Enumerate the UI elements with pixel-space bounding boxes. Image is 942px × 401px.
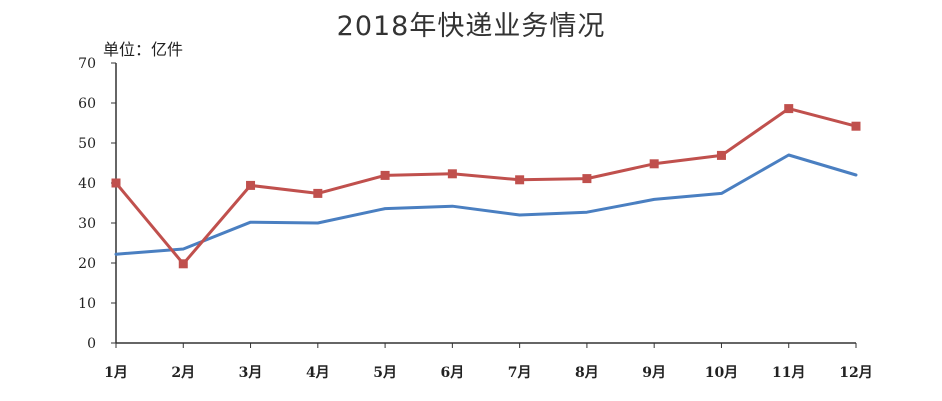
series-2-point — [515, 175, 525, 185]
x-tick-label: 6月 — [440, 365, 464, 381]
series-2-point — [716, 150, 726, 160]
series-2-point — [380, 170, 390, 180]
series-2-point — [447, 169, 457, 179]
x-tick-label: 1月 — [104, 365, 128, 381]
x-tick-label: 8月 — [575, 365, 599, 381]
y-tick-label: 0 — [87, 336, 96, 352]
y-tick-label: 40 — [78, 176, 96, 192]
x-tick-label: 10月 — [705, 365, 738, 381]
x-tick-label: 7月 — [508, 365, 532, 381]
x-tick-label: 9月 — [642, 365, 666, 381]
y-tick-label: 50 — [78, 136, 96, 152]
series-2-point — [582, 174, 592, 184]
y-unit-label: 单位：亿件 — [103, 40, 184, 59]
series-line-2 — [114, 107, 858, 266]
y-tick-label: 20 — [78, 256, 96, 272]
series-2-point — [784, 104, 794, 114]
series-2-point — [851, 121, 861, 131]
series-2-point — [246, 180, 256, 190]
series-2-point — [111, 178, 121, 188]
y-tick-label: 10 — [78, 296, 96, 312]
y-tick-label: 70 — [78, 56, 96, 72]
series-2-point — [649, 159, 659, 169]
x-tick-label: 2月 — [171, 365, 195, 381]
series-2-point — [313, 188, 323, 198]
x-tick-label: 5月 — [373, 365, 397, 381]
chart-title: 2018年快递业务情况 — [336, 11, 606, 42]
y-tick-label: 60 — [78, 96, 96, 112]
x-tick-label: 12月 — [839, 365, 872, 381]
series-line-1 — [114, 153, 858, 256]
x-tick-label: 4月 — [306, 365, 330, 381]
y-tick-label: 30 — [78, 216, 96, 232]
x-tick-label: 11月 — [772, 365, 805, 381]
x-tick-label: 3月 — [239, 365, 263, 381]
series-2-point — [178, 259, 188, 269]
